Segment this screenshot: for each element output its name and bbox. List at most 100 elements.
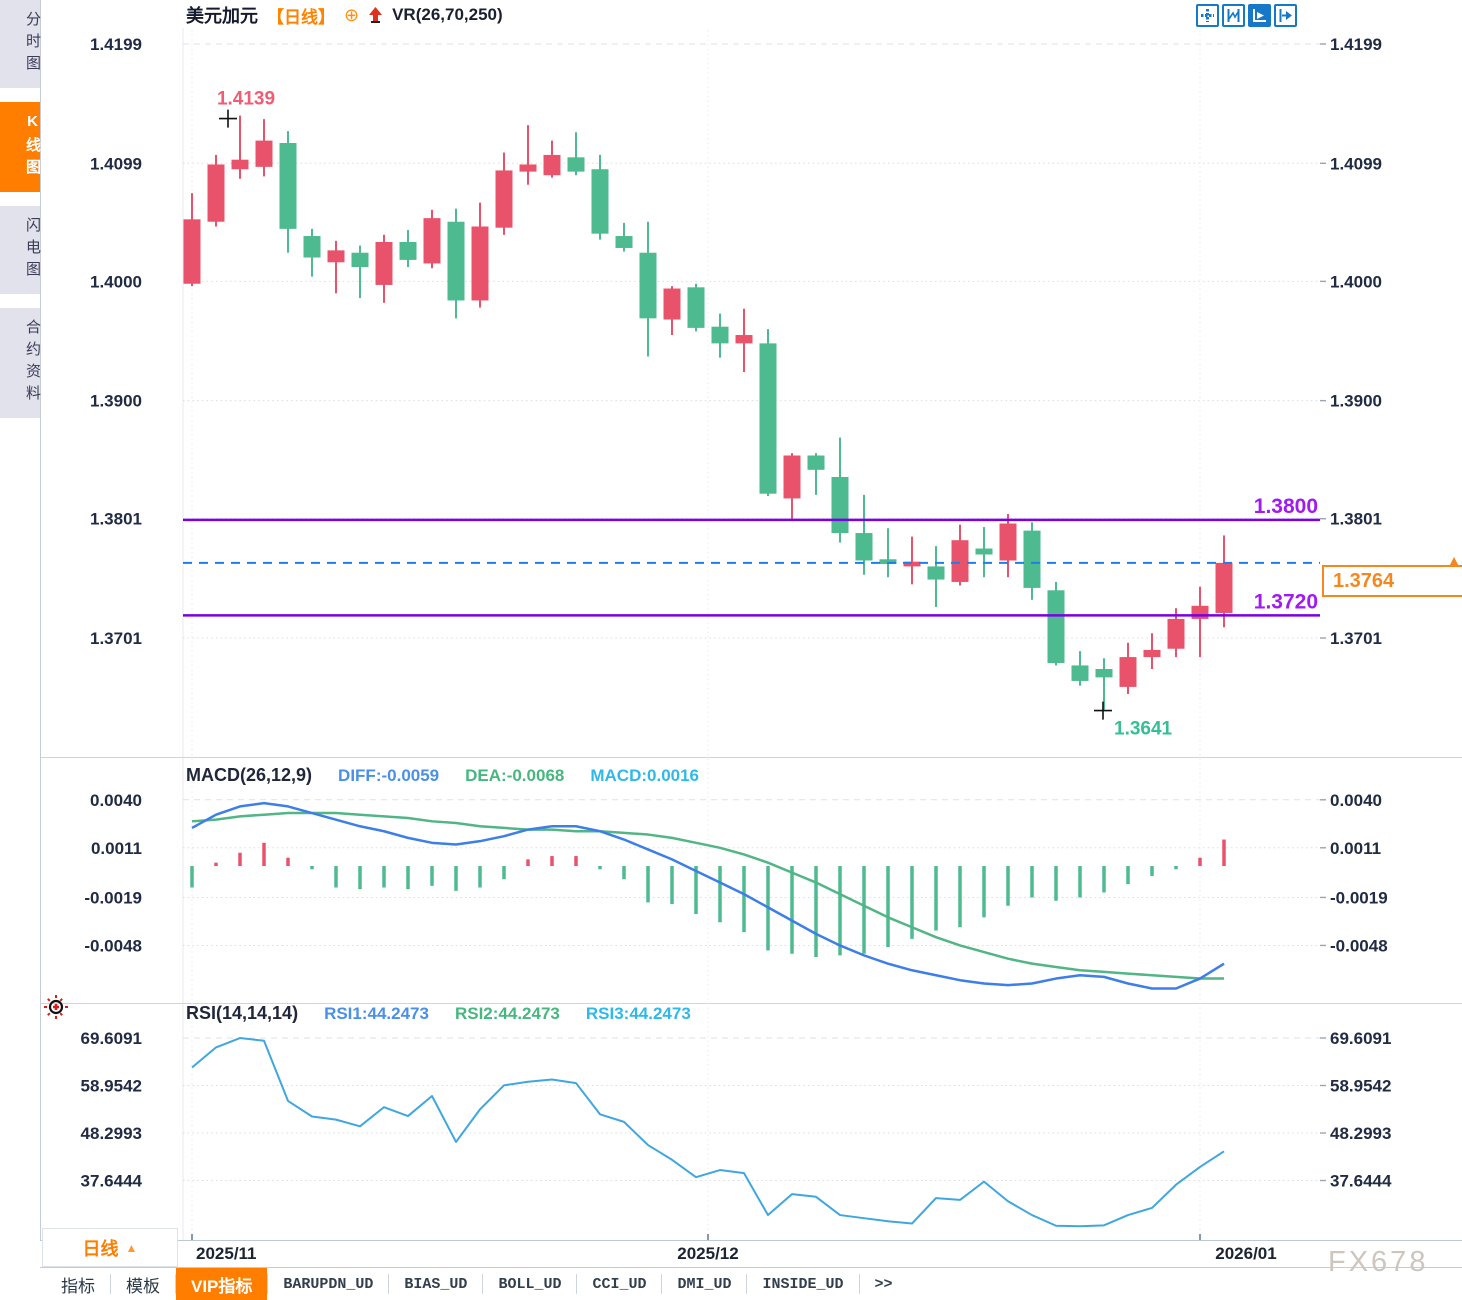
pan-crosshair-icon[interactable] [1196,4,1219,27]
up-arrow-icon [368,6,383,25]
macd-bar [790,866,794,954]
axis-label: 0.0011 [1330,839,1381,858]
period-selector[interactable]: 日线 ▲ [42,1228,178,1267]
macd-bar [382,866,386,888]
last-price-tag: 1.3764 ▲ [1322,552,1462,597]
macd-bar [214,862,218,866]
tab-模板[interactable]: 模板 [126,1276,160,1296]
candle-body [543,154,561,176]
macd-bar [982,866,986,918]
tab-CCI_UD[interactable]: CCI_UD [592,1275,647,1293]
candle-body [687,287,705,328]
sidebar-item-K线图[interactable]: K线图 [0,102,41,192]
macd-bar [862,866,866,954]
axis-label: 1.3801 [90,510,142,529]
candle-body [591,169,609,234]
candle-body [951,540,969,582]
candle-body [1071,665,1089,681]
tab-divider [661,1274,663,1294]
macd-bar [238,852,242,866]
candle-body [567,157,585,172]
macd-bar [838,866,842,956]
macd-bar [958,866,962,928]
axis-label: 69.6091 [1330,1029,1391,1048]
rsi2-value: RSI2:44.2473 [454,1004,560,1023]
macd-macd-value: MACD:0.0016 [590,766,700,785]
macd-bar [1150,866,1154,876]
macd-bar [934,866,938,931]
axis-label: 37.6444 [81,1172,143,1191]
overlay-indicator-label: VR(26,70,250) [392,5,503,24]
candle-body [255,140,273,167]
tab-BIAS_UD[interactable]: BIAS_UD [404,1275,468,1293]
indicator-tab-bar: 指标 模板 VIP指标 BARUPDN_UD BIAS_UD BOLL_UD CCI_UD D… [40,1267,1462,1300]
tab-DMI_UD[interactable]: DMI_UD [677,1275,732,1293]
watermark: FX678 [1328,1246,1429,1278]
candle-body [735,335,753,344]
macd-bar [526,859,530,866]
axis-label: 1.3801 [1330,510,1382,529]
candlestick-chart-canvas[interactable]: 1.4199 1.4199 1.4099 1.4099 1.4000 1.4000 1.39… [0,0,1462,1240]
play-forward-icon[interactable] [1248,4,1271,27]
candle-body [807,455,825,470]
candle-body [927,566,945,580]
axis-label: -0.0048 [1330,936,1388,955]
candle-body [471,226,489,301]
high-price-label: 1.4139 [217,89,275,110]
candle-body [351,252,369,268]
candle-body [903,561,921,567]
macd-histogram [190,839,1226,958]
axis-label: 1.4199 [90,35,142,54]
level-price-label: 1.3720 [1254,590,1318,613]
tab-指标[interactable]: 指标 [61,1276,95,1296]
jump-to-latest-icon[interactable] [1274,4,1297,27]
macd-bar [310,866,314,870]
axis-label: 69.6091 [81,1029,142,1048]
add-indicator-icon[interactable]: ⊕ [344,5,360,25]
candle-body [399,242,417,260]
dea-line [191,811,1224,980]
axis-label: 58.9542 [1330,1077,1391,1096]
axis-label: 37.6444 [1330,1172,1392,1191]
tab-BOLL_UD[interactable]: BOLL_UD [498,1275,562,1293]
tab-BARUPDN_UD[interactable]: BARUPDN_UD [283,1275,374,1293]
alarm-sun-icon[interactable] [44,995,68,1024]
candle-body [183,219,201,284]
last-price-value: 1.3764 [1333,570,1395,592]
candle-body [327,250,345,263]
crosshair-marker [1094,701,1112,720]
candle-body [423,218,441,264]
tab->>[interactable]: >> [874,1275,893,1293]
month-label: 2025/11 [196,1244,257,1263]
candle-body [279,143,297,229]
axis-label: -0.0048 [84,936,142,955]
rsi1-value: RSI1:44.2473 [324,1004,429,1023]
axis-label: 1.4199 [1330,35,1382,54]
candle-body [1143,649,1161,658]
candle-body [447,221,465,301]
chart-toolbar [1196,4,1297,27]
level-price-label: 1.3800 [1254,495,1318,518]
crosshair-marker [219,109,237,128]
sidebar-item-分时图[interactable]: 分时图 [0,0,41,88]
candle-body [663,288,681,320]
tab-VIP指标[interactable]: VIP指标 [176,1268,268,1300]
candle-body [303,236,321,258]
axis-label: 48.2993 [1330,1124,1391,1143]
axis-label: 0.0040 [90,791,142,810]
low-price-label: 1.3641 [1114,719,1173,740]
symbol-title: 美元加元 [186,6,258,26]
tab-INSIDE_UD[interactable]: INSIDE_UD [762,1275,844,1293]
time-axis: 2025/11 2025/12 2026/01 [40,1240,1462,1268]
tab-divider [267,1274,269,1294]
macd-bar [910,866,914,939]
sidebar-item-合约资料[interactable]: 合约资料 [0,308,41,418]
tab-divider [482,1274,484,1294]
macd-bar [454,866,458,891]
macd-bar [1006,866,1010,906]
sidebar-item-闪电图[interactable]: 闪电图 [0,206,41,294]
macd-bar [190,866,194,888]
fit-scale-icon[interactable] [1222,4,1245,27]
macd-title: MACD(26,12,9) [186,765,313,785]
candle-body [375,242,393,285]
